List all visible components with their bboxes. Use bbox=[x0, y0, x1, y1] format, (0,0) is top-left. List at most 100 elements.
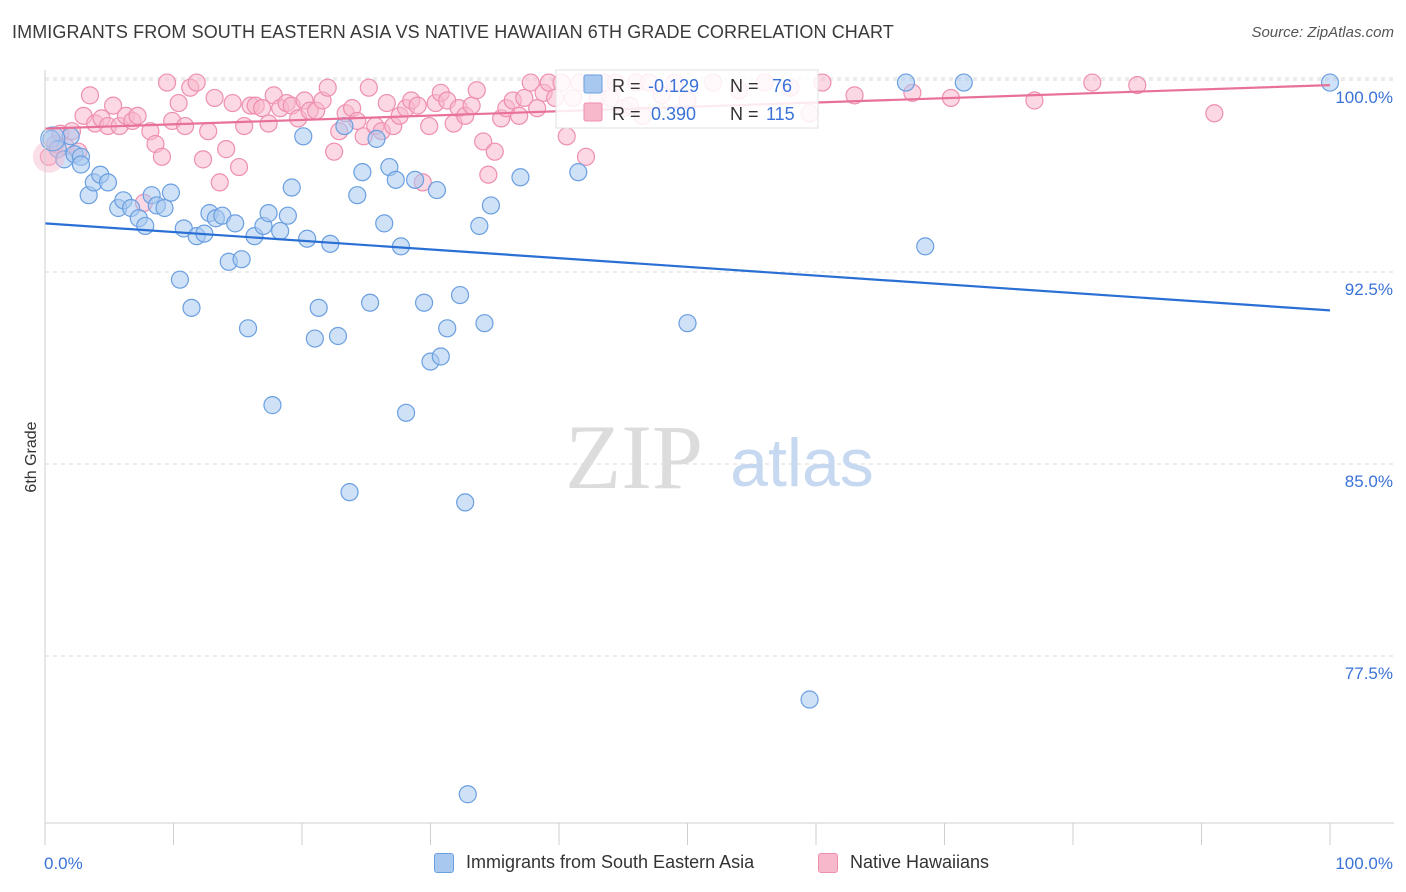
data-point-hawaiians bbox=[467, 81, 486, 100]
data-point-immigrants bbox=[800, 690, 819, 709]
data-point-hawaiians bbox=[377, 93, 396, 113]
data-point-immigrants bbox=[458, 785, 477, 804]
data-point-hawaiians bbox=[420, 116, 439, 136]
data-point-immigrants bbox=[335, 116, 354, 136]
stats-n-label-blue: N = bbox=[730, 76, 759, 96]
data-point-immigrants bbox=[278, 206, 297, 225]
data-point-hawaiians bbox=[235, 116, 254, 136]
data-point-immigrants bbox=[475, 314, 494, 333]
data-point-immigrants bbox=[405, 170, 425, 189]
data-point-immigrants bbox=[226, 214, 245, 233]
data-point-immigrants bbox=[431, 347, 450, 366]
data-point-hawaiians bbox=[479, 165, 498, 184]
data-point-immigrants bbox=[340, 483, 359, 502]
data-point-hawaiians bbox=[845, 86, 864, 105]
data-point-hawaiians bbox=[259, 114, 278, 133]
data-point-immigrants bbox=[396, 403, 416, 422]
data-point-immigrants bbox=[40, 126, 66, 152]
legend-item-hawaiians[interactable]: Native Hawaiians bbox=[818, 852, 989, 873]
data-point-immigrants bbox=[954, 73, 973, 92]
data-point-immigrants bbox=[271, 221, 290, 241]
data-point-hawaiians bbox=[515, 88, 534, 108]
data-point-immigrants bbox=[375, 214, 394, 233]
stats-r-value-pink: 0.390 bbox=[651, 104, 696, 124]
data-point-immigrants bbox=[238, 319, 258, 338]
data-point-hawaiians bbox=[80, 86, 100, 105]
data-point-immigrants bbox=[456, 493, 475, 512]
y-tick-label: 92.5% bbox=[1345, 280, 1393, 299]
data-point-hawaiians bbox=[485, 142, 504, 161]
data-point-immigrants bbox=[155, 198, 174, 218]
bottom-legend: Immigrants from South Eastern Asia Nativ… bbox=[0, 852, 1406, 878]
data-point-immigrants bbox=[294, 127, 313, 146]
stats-r-label-blue: R = bbox=[612, 76, 641, 96]
data-point-hawaiians bbox=[325, 142, 344, 161]
data-point-immigrants bbox=[361, 293, 380, 312]
data-point-immigrants bbox=[182, 298, 201, 317]
data-point-immigrants bbox=[170, 270, 190, 289]
data-point-immigrants bbox=[136, 216, 155, 236]
stats-r-value-blue: -0.129 bbox=[648, 76, 699, 96]
x-tick-label-min: 0.0% bbox=[44, 854, 83, 873]
data-point-immigrants bbox=[678, 314, 697, 333]
data-point-hawaiians bbox=[510, 106, 529, 125]
data-point-immigrants bbox=[71, 155, 91, 174]
data-point-immigrants bbox=[438, 319, 457, 338]
data-point-immigrants bbox=[511, 168, 530, 187]
watermark-zip: ZIP bbox=[565, 406, 703, 508]
stats-n-value-blue: 76 bbox=[772, 76, 792, 96]
legend-label-immigrants: Immigrants from South Eastern Asia bbox=[466, 852, 755, 872]
data-point-hawaiians bbox=[210, 173, 229, 192]
y-tick-label: 77.5% bbox=[1345, 664, 1393, 683]
chart-title: IMMIGRANTS FROM SOUTH EASTERN ASIA VS NA… bbox=[12, 22, 894, 42]
data-point-hawaiians bbox=[157, 73, 177, 92]
data-point-immigrants bbox=[896, 73, 916, 92]
data-point-hawaiians bbox=[557, 127, 576, 146]
y-axis-label: 6th Grade bbox=[23, 421, 40, 492]
data-point-hawaiians bbox=[318, 78, 337, 97]
data-point-immigrants bbox=[348, 186, 367, 205]
data-point-hawaiians bbox=[229, 157, 249, 177]
data-point-hawaiians bbox=[223, 93, 242, 113]
data-point-immigrants bbox=[309, 298, 328, 317]
data-point-immigrants bbox=[916, 237, 935, 256]
data-point-immigrants bbox=[386, 170, 405, 189]
y-tick-label: 85.0% bbox=[1345, 472, 1393, 491]
data-point-immigrants bbox=[298, 229, 317, 248]
stats-legend: R = -0.129 N = 76 R = 0.390 N = 115 bbox=[555, 69, 819, 129]
stats-r-label-pink: R = bbox=[612, 104, 641, 124]
stats-n-value-pink: 115 bbox=[766, 104, 795, 124]
legend-swatch-pink bbox=[818, 852, 838, 873]
watermark: ZIP atlas bbox=[565, 406, 874, 508]
data-point-hawaiians bbox=[193, 150, 213, 169]
data-point-hawaiians bbox=[359, 78, 378, 97]
data-point-immigrants bbox=[161, 183, 181, 202]
trend-line-immigrants bbox=[44, 222, 1331, 312]
data-point-immigrants bbox=[414, 293, 434, 312]
x-tick-label-max: 100.0% bbox=[1335, 854, 1393, 873]
data-point-hawaiians bbox=[187, 73, 206, 92]
data-point-immigrants bbox=[427, 180, 447, 200]
legend-item-immigrants[interactable]: Immigrants from South Eastern Asia bbox=[434, 852, 754, 873]
data-point-immigrants bbox=[353, 163, 372, 182]
data-point-hawaiians bbox=[217, 140, 236, 159]
data-point-immigrants bbox=[98, 173, 118, 192]
stats-swatch-pink bbox=[583, 102, 603, 122]
data-point-hawaiians bbox=[169, 93, 188, 113]
watermark-atlas: atlas bbox=[730, 425, 874, 501]
data-point-immigrants bbox=[1320, 73, 1340, 92]
data-point-hawaiians bbox=[199, 122, 218, 141]
data-point-immigrants bbox=[282, 178, 301, 197]
data-point-immigrants bbox=[305, 329, 324, 348]
stats-n-label-pink: N = bbox=[730, 104, 759, 124]
data-point-hawaiians bbox=[1205, 104, 1224, 123]
data-point-hawaiians bbox=[576, 147, 596, 166]
data-point-immigrants bbox=[450, 285, 470, 305]
data-point-immigrants bbox=[367, 129, 386, 148]
data-point-hawaiians bbox=[1128, 76, 1147, 95]
data-point-hawaiians bbox=[205, 88, 224, 108]
data-point-hawaiians bbox=[528, 99, 547, 118]
legend-swatch-blue bbox=[434, 852, 454, 873]
data-point-immigrants bbox=[263, 396, 282, 415]
